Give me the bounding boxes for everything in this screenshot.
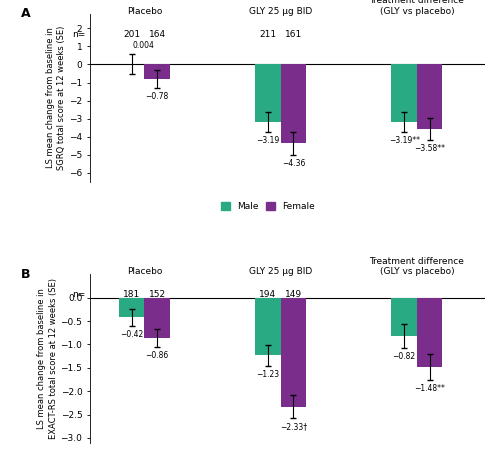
Text: n=: n= (72, 30, 86, 39)
Text: −2.33†: −2.33† (280, 422, 307, 431)
Text: 211: 211 (260, 30, 276, 39)
Text: GLY 25 μg BID: GLY 25 μg BID (249, 267, 312, 276)
Bar (392, 298, 417, 336)
Text: GLY 25 μg BID: GLY 25 μg BID (249, 6, 312, 16)
Text: −0.82: −0.82 (392, 352, 415, 361)
Text: Treatment difference
(GLY vs placebo): Treatment difference (GLY vs placebo) (370, 0, 464, 16)
Text: −3.19**: −3.19** (388, 136, 420, 145)
Text: −0.86: −0.86 (146, 351, 169, 361)
Text: n=: n= (72, 290, 86, 299)
Text: −0.78: −0.78 (146, 92, 169, 101)
Text: A: A (21, 7, 30, 20)
Text: Treatment difference
(GLY vs placebo): Treatment difference (GLY vs placebo) (370, 257, 464, 276)
Bar (256, 298, 280, 355)
Text: −0.42: −0.42 (120, 330, 144, 339)
Text: B: B (21, 268, 30, 281)
Text: −4.36: −4.36 (282, 159, 305, 168)
Text: 149: 149 (285, 290, 302, 299)
Bar (144, 65, 170, 78)
Text: −1.23: −1.23 (256, 370, 280, 378)
Text: 0.004: 0.004 (132, 41, 154, 50)
Bar (280, 298, 306, 407)
Text: −1.48**: −1.48** (414, 384, 445, 393)
Text: −3.58**: −3.58** (414, 144, 445, 153)
Bar (119, 298, 144, 317)
Text: 164: 164 (148, 30, 166, 39)
Bar (392, 65, 417, 122)
Bar (144, 298, 170, 338)
Y-axis label: LS mean change from baseline in
SGRQ total score at 12 weeks (SE): LS mean change from baseline in SGRQ tot… (46, 26, 66, 170)
Text: 161: 161 (285, 30, 302, 39)
Text: Placebo: Placebo (127, 267, 162, 276)
Text: 181: 181 (123, 290, 140, 299)
Legend: Male, Female: Male, Female (217, 198, 318, 214)
Bar (280, 65, 306, 143)
Y-axis label: LS mean change from baseline in
EXACT-RS total score at 12 weeks (SE): LS mean change from baseline in EXACT-RS… (37, 278, 58, 439)
Text: −3.19: −3.19 (256, 136, 280, 145)
Text: 152: 152 (148, 290, 166, 299)
Bar (256, 65, 280, 122)
Bar (417, 298, 442, 367)
Text: Placebo: Placebo (127, 6, 162, 16)
Text: 194: 194 (260, 290, 276, 299)
Bar (417, 65, 442, 129)
Text: 201: 201 (123, 30, 140, 39)
